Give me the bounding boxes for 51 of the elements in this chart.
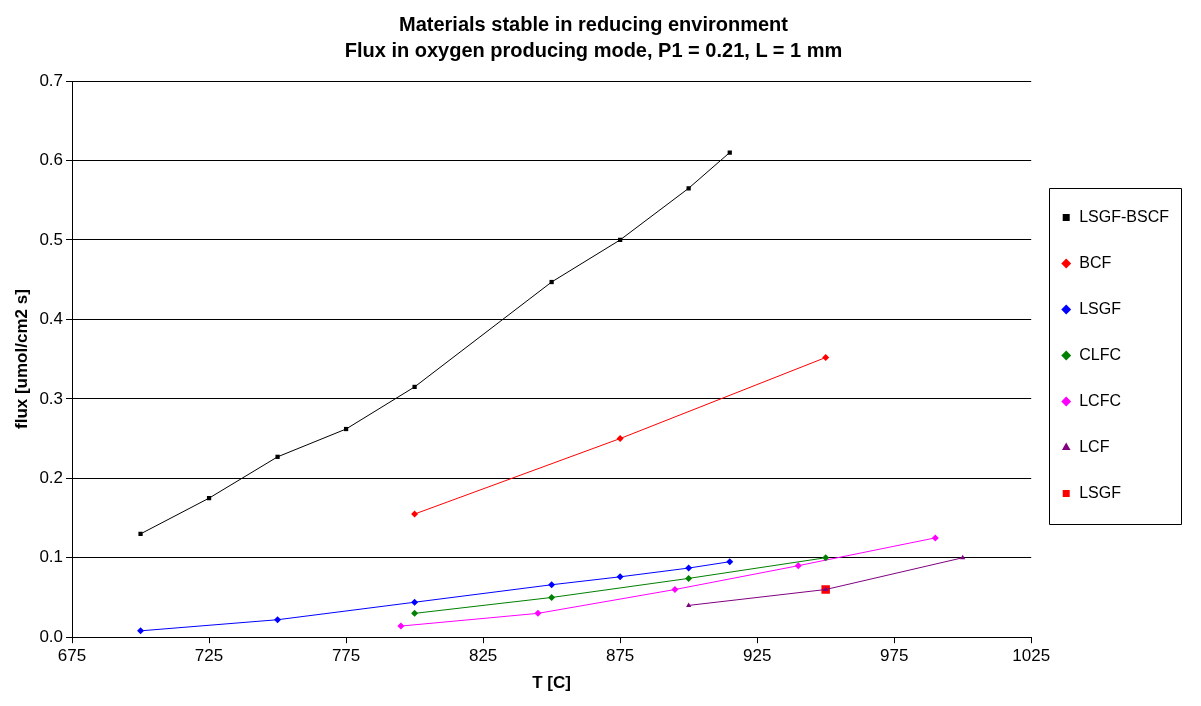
- point: [822, 354, 830, 362]
- point: [794, 562, 802, 570]
- point: [727, 150, 732, 155]
- point: [616, 435, 624, 443]
- legend-label: CLFC: [1079, 345, 1121, 363]
- x-tick-label: 775: [331, 646, 361, 666]
- point: [274, 616, 282, 624]
- legend-label: LSGF-BSCF: [1079, 207, 1170, 225]
- point: [411, 609, 419, 617]
- x-tick-label: 925: [742, 646, 772, 666]
- point: [275, 454, 280, 459]
- y-tick-label: 0.1: [39, 547, 64, 567]
- point: [616, 573, 624, 581]
- x-tick-label: 825: [468, 646, 498, 666]
- point: [411, 598, 419, 606]
- point: [822, 554, 830, 562]
- x-tick-label: 875: [605, 646, 635, 666]
- y-tick-label: 0.2: [39, 467, 64, 487]
- point: [685, 564, 693, 572]
- y-tick-label: 0.5: [39, 229, 64, 249]
- y-tick-label: 0.7: [39, 70, 64, 90]
- y-axis-title: flux [umol/cm2 s]: [11, 289, 31, 430]
- legend-label: LCFC: [1079, 391, 1121, 409]
- point: [548, 581, 556, 589]
- x-tick-label: 725: [194, 646, 224, 666]
- point: [685, 574, 693, 582]
- point: [138, 531, 143, 537]
- y-tick-label: 0.3: [39, 388, 64, 408]
- point: [412, 384, 417, 390]
- y-tick-label: 0.6: [39, 150, 64, 170]
- legend-label: LCF: [1079, 437, 1110, 455]
- y-tick-label: 0.0: [39, 626, 64, 646]
- point: [397, 622, 405, 630]
- x-tick-label: 1025: [1012, 646, 1051, 666]
- x-tick-label: 675: [57, 646, 87, 666]
- legend-label: BCF: [1079, 253, 1112, 271]
- chart-subtitle: Flux in oxygen producing mode, P1 = 0.21, L = 1 mm: [344, 38, 843, 61]
- x-tick-label: 975: [880, 646, 909, 666]
- legend-label: LSGF: [1079, 483, 1122, 501]
- point: [931, 534, 939, 542]
- legend-label: LSGF: [1079, 299, 1122, 317]
- point: [671, 586, 679, 594]
- point: [137, 627, 145, 635]
- point: [534, 609, 542, 617]
- point: [726, 558, 734, 566]
- x-axis-title: T [C]: [532, 673, 571, 693]
- chart-title: Materials stable in reducing environment: [399, 12, 789, 35]
- point: [686, 602, 692, 607]
- y-tick-label: 0.4: [39, 309, 64, 329]
- point: [411, 510, 419, 518]
- point: [548, 593, 556, 601]
